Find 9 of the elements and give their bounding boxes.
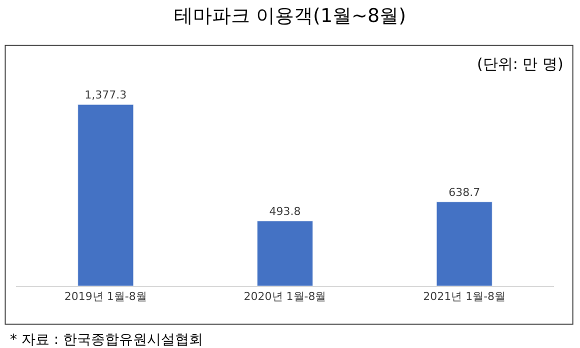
x-tick-label: 2021년 1월-8월 [423,290,506,304]
text: * 자료 : 한국종합유원시설협회 [10,332,204,348]
data-label: 638.7 [448,186,480,199]
x-tick-label: 2019년 1월-8월 [64,290,147,304]
chart-title: 테마파크 이용객(1월~8월) [174,5,406,27]
data-label: 1,377.3 [84,88,127,102]
data-label: 493.8 [269,204,301,218]
x-tick-label: 2020년 1월-8월 [244,290,326,304]
text: (단위: 만 명) [477,55,564,73]
